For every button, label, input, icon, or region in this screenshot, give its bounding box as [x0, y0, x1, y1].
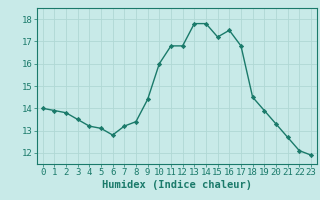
X-axis label: Humidex (Indice chaleur): Humidex (Indice chaleur) [102, 180, 252, 190]
